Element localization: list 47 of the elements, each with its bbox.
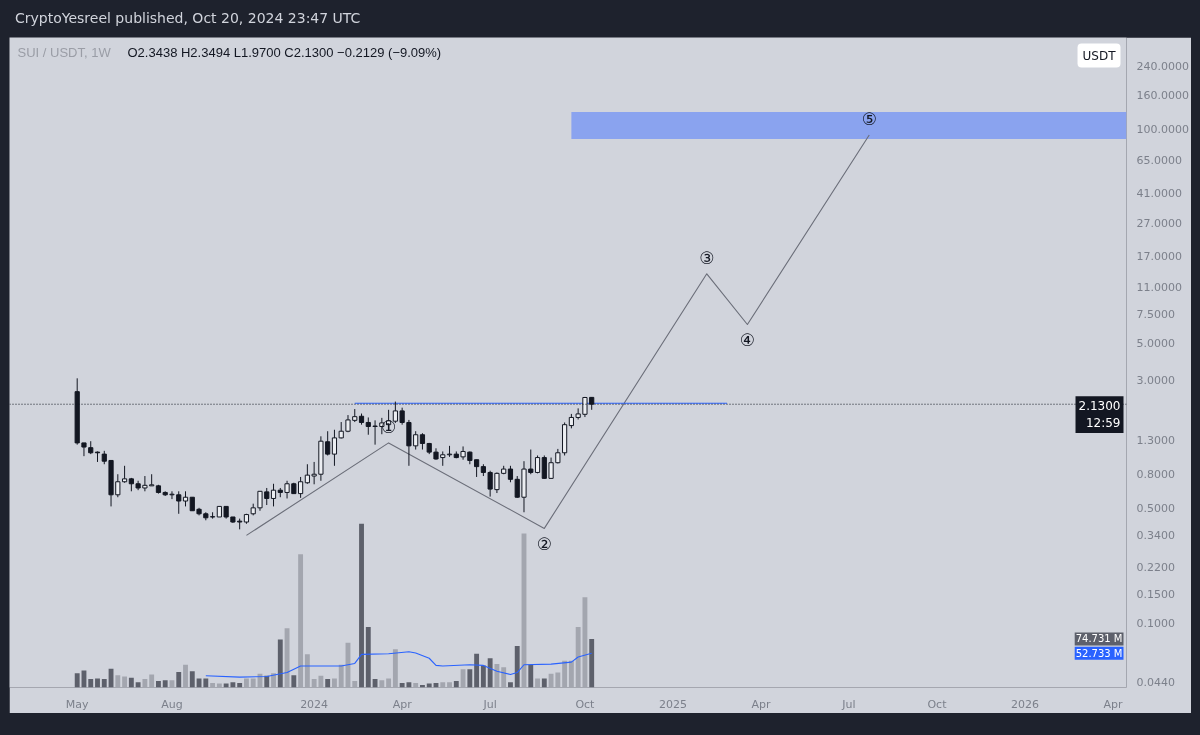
y-tick-label: 0.8000 <box>1136 468 1175 482</box>
y-tick-label: 1.3000 <box>1136 433 1175 447</box>
y-tick-label: 0.1000 <box>1136 616 1175 630</box>
x-tick-label: 2025 <box>658 697 687 711</box>
x-tick-label: Oct <box>575 697 596 711</box>
annotation: ③ <box>699 247 715 268</box>
x-tick-label: Oct <box>927 697 948 711</box>
annotation: ① <box>380 416 397 437</box>
x-tick-label: Jul <box>482 697 497 711</box>
line-series <box>205 651 593 678</box>
x-tick-label: Apr <box>751 697 771 711</box>
y2-tick-label: 74.731 M <box>1075 633 1123 645</box>
y-tick-label: 5.0000 <box>1136 337 1175 351</box>
y-tick-label: 0.3400 <box>1136 529 1175 543</box>
y-tick-label: 27.0000 <box>1136 216 1182 230</box>
y-tick-label: 100.0000 <box>1136 123 1189 137</box>
x-tick-label: 2026 <box>1010 697 1039 711</box>
annotation: USDT <box>1082 48 1117 63</box>
line-series <box>245 134 870 536</box>
y-tick-label: 17.0000 <box>1136 249 1182 263</box>
x-tick-label: Apr <box>1103 697 1123 711</box>
candlestick <box>81 442 87 457</box>
x-tick-label: 2024 <box>300 697 329 711</box>
annotation: ④ <box>739 330 756 351</box>
y-tick-label: 0.5000 <box>1136 501 1175 515</box>
x-tick-label: Aug <box>161 697 183 711</box>
y-tick-label: 160.0000 <box>1136 89 1189 103</box>
x-tick-label: Jul <box>841 697 856 711</box>
y-tick-label: 240.0000 <box>1136 60 1189 74</box>
candlestick <box>94 450 101 463</box>
annotation: ⑤ <box>861 109 877 130</box>
text: CryptoYesreel published, Oct 20, 2024 23:47 UTC <box>15 9 361 28</box>
y-tick-label: 0.0440 <box>1136 675 1175 689</box>
y-tick-label: 65.0000 <box>1136 153 1182 167</box>
annotation: ② <box>536 534 552 555</box>
y-tick-label: 0.1500 <box>1136 587 1175 601</box>
y-tick-label: 7.5000 <box>1136 308 1175 322</box>
ref-line-label: 2.1300 12:59 <box>1078 399 1121 431</box>
y-tick-label: 11.0000 <box>1136 280 1182 294</box>
y-tick-label: 3.0000 <box>1136 373 1175 387</box>
y2-tick-label: 52.733 M <box>1075 647 1123 659</box>
x-tick-label: May <box>65 697 90 711</box>
text: O2.3438 H2.3494 L1.9700 C2.1300 −0.2129 (−9.09%) <box>127 44 442 60</box>
y-tick-label: 0.2200 <box>1136 560 1175 574</box>
y-tick-label: 41.0000 <box>1136 186 1182 200</box>
candlestick <box>270 483 277 507</box>
x-tick-label: Apr <box>392 697 413 711</box>
